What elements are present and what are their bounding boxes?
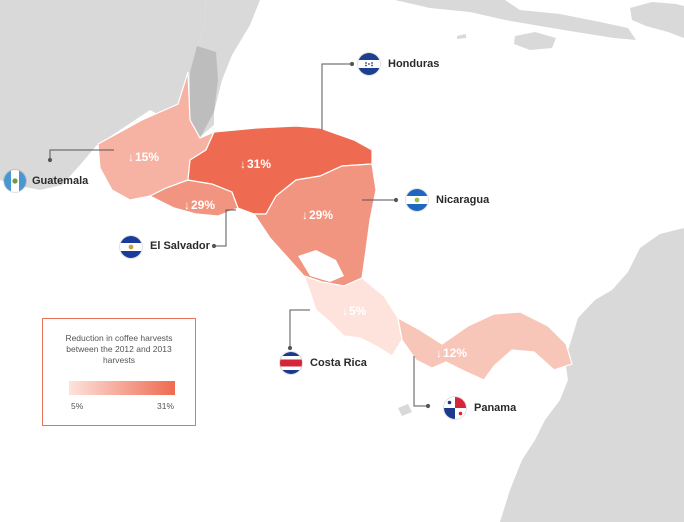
pct-label-guatemala: ↓15% <box>128 150 160 164</box>
legend-gradient-bar <box>69 381 175 395</box>
land-colombia <box>500 228 684 522</box>
legend-max-label: 31% <box>157 401 175 411</box>
down-arrow-icon: ↓ <box>184 198 190 212</box>
pct-label-honduras: ↓31% <box>240 157 272 171</box>
down-arrow-icon: ↓ <box>342 304 348 318</box>
leader-panama <box>413 356 428 407</box>
country-shape-costa-rica <box>302 275 403 357</box>
legend-box: Reduction in coffee harvests between the… <box>42 318 196 426</box>
down-arrow-icon: ↓ <box>302 208 308 222</box>
down-arrow-icon: ↓ <box>128 150 134 164</box>
land-jamaica <box>514 32 556 50</box>
land-belize <box>190 46 218 138</box>
costa-rica-flag-icon <box>280 352 302 374</box>
country-label-honduras: Honduras <box>388 58 440 70</box>
legend-title: Reduction in coffee harvests between the… <box>65 333 173 365</box>
down-arrow-icon: ↓ <box>240 157 246 171</box>
leader-costa-rica <box>289 309 310 348</box>
land-archipelago <box>398 404 412 416</box>
country-shape-nicaragua <box>252 163 377 287</box>
leader-dot-guatemala <box>47 157 53 163</box>
pct-label-costa-rica: ↓5% <box>342 304 367 318</box>
country-label-el-salvador: El Salvador <box>150 240 210 252</box>
honduras-flag-icon <box>358 53 380 75</box>
land-cayman <box>457 34 466 39</box>
el-salvador-flag-icon <box>120 236 142 258</box>
leader-el-salvador <box>214 209 236 247</box>
country-label-nicaragua: Nicaragua <box>436 194 490 206</box>
leader-dot-honduras <box>349 61 355 67</box>
guatemala-flag-icon <box>4 170 26 192</box>
legend-min-label: 5% <box>71 401 84 411</box>
lake-nicaragua <box>298 250 344 282</box>
leader-dot-el-salvador <box>211 243 217 249</box>
leader-guatemala <box>49 149 114 160</box>
pct-label-panama: ↓12% <box>436 346 468 360</box>
down-arrow-icon: ↓ <box>436 346 442 360</box>
land-hispaniola <box>630 2 684 38</box>
pct-label-el-salvador: ↓29% <box>184 198 216 212</box>
country-shape-panama <box>397 311 573 381</box>
leader-dot-costa-rica <box>287 345 293 351</box>
pct-label-nicaragua: ↓29% <box>302 208 334 222</box>
leader-lines <box>47 61 431 409</box>
leader-dot-nicaragua <box>393 197 399 203</box>
country-label-guatemala: Guatemala <box>32 175 89 187</box>
panama-flag-icon <box>444 397 466 419</box>
land-cuba <box>395 0 636 40</box>
leader-dot-panama <box>425 403 431 409</box>
land-mexico <box>0 0 214 190</box>
nicaragua-flag-icon <box>406 189 428 211</box>
country-label-panama: Panama <box>474 402 517 414</box>
leader-honduras <box>321 63 352 130</box>
country-label-costa-rica: Costa Rica <box>310 357 367 369</box>
